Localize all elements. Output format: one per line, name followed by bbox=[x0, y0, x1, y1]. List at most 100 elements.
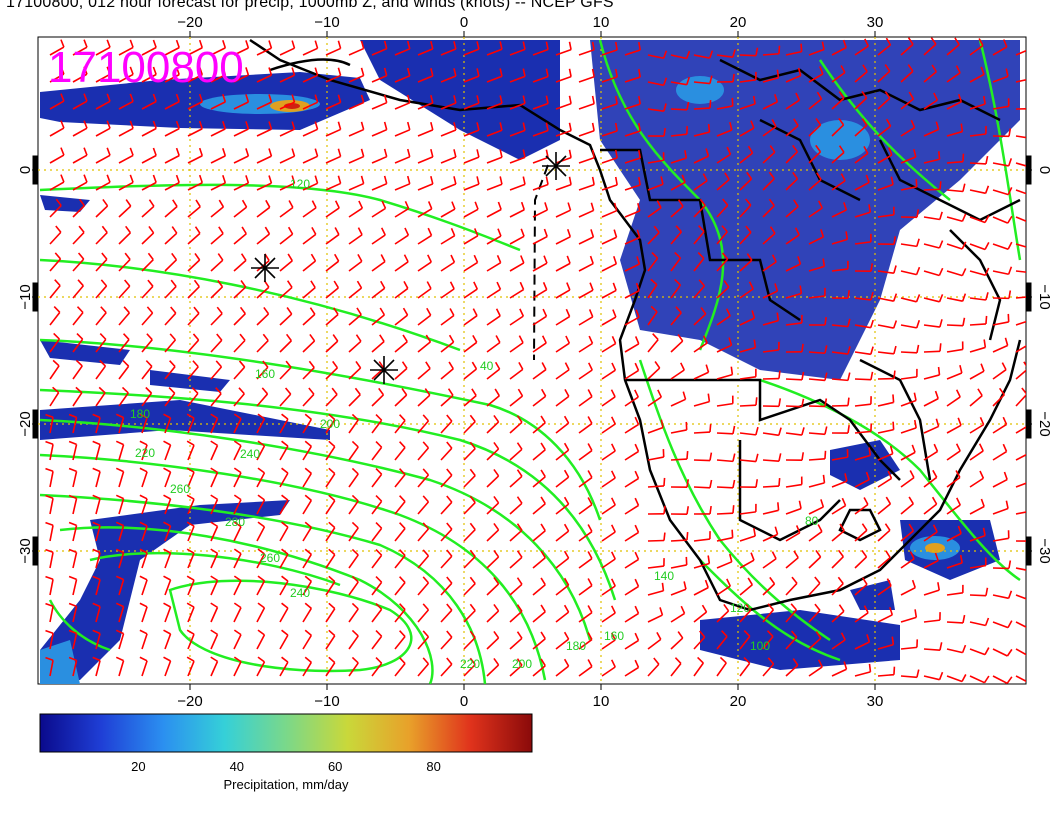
wind-barb bbox=[877, 293, 898, 302]
wind-barb bbox=[1015, 189, 1026, 195]
wind-barb bbox=[302, 94, 319, 110]
wind-barb bbox=[555, 335, 571, 353]
wind-barb bbox=[532, 202, 549, 218]
wind-barb bbox=[762, 45, 781, 56]
date-stamp: 17100800 bbox=[48, 43, 244, 92]
country-border bbox=[878, 139, 1021, 222]
contour-line bbox=[59, 526, 434, 684]
wind-barb bbox=[141, 66, 157, 83]
wind-barb bbox=[394, 40, 411, 56]
wind-barb bbox=[716, 366, 734, 380]
wind-barb bbox=[141, 306, 154, 326]
wind-barb bbox=[186, 656, 195, 677]
wind-barb bbox=[693, 99, 712, 110]
wind-barb bbox=[279, 40, 296, 56]
wind-barb bbox=[946, 443, 961, 461]
wind-barb bbox=[45, 575, 54, 596]
wind-barb bbox=[831, 231, 849, 245]
wind-barb bbox=[716, 395, 734, 407]
contour-label: 160 bbox=[255, 367, 275, 381]
wind-barb bbox=[187, 39, 204, 56]
wind-barb bbox=[946, 341, 964, 353]
wind-barb bbox=[139, 413, 148, 434]
wind-barb bbox=[716, 479, 736, 489]
wind-barb bbox=[348, 227, 363, 245]
wind-barb bbox=[923, 211, 943, 221]
contour-label: 100 bbox=[750, 639, 770, 653]
wind-barb bbox=[670, 581, 687, 596]
wind-barb bbox=[279, 307, 293, 326]
wind-barb bbox=[92, 602, 101, 623]
wind-barb bbox=[164, 66, 180, 83]
wind-barb bbox=[325, 148, 342, 164]
wind-barb bbox=[440, 549, 453, 569]
contour-label: 200 bbox=[512, 657, 532, 671]
wind-barb bbox=[647, 128, 666, 137]
wind-barb bbox=[45, 656, 54, 677]
wind-barb bbox=[601, 309, 617, 326]
wind-barb bbox=[670, 251, 682, 272]
wind-barb bbox=[256, 148, 273, 164]
wind-barb bbox=[394, 495, 406, 515]
wind-barb bbox=[946, 674, 967, 683]
wind-barb bbox=[716, 97, 734, 110]
wind-barb bbox=[417, 227, 433, 245]
wind-barb bbox=[440, 468, 453, 488]
wind-barb bbox=[601, 524, 616, 542]
wind-barb bbox=[486, 630, 500, 650]
wind-barb bbox=[118, 93, 134, 110]
wind-barb bbox=[486, 308, 501, 326]
wind-barb bbox=[486, 549, 500, 569]
wind-barb bbox=[187, 226, 201, 245]
wind-barb bbox=[854, 346, 874, 356]
wind-barb bbox=[693, 579, 709, 596]
wind-barb bbox=[578, 335, 594, 353]
wind-barb bbox=[601, 335, 617, 353]
wind-barb bbox=[532, 122, 549, 137]
wind-barb bbox=[440, 495, 453, 515]
wind-barb bbox=[923, 181, 942, 191]
wind-barb bbox=[440, 603, 453, 623]
wind-barb bbox=[486, 414, 500, 434]
wind-barb bbox=[302, 175, 319, 191]
wind-barb bbox=[463, 122, 480, 137]
y-tick-bar bbox=[1026, 409, 1032, 439]
wind-barb bbox=[509, 122, 526, 137]
contour-line bbox=[39, 493, 487, 684]
wind-barb bbox=[394, 630, 406, 650]
wind-barb bbox=[164, 387, 176, 407]
wind-barb bbox=[854, 174, 870, 191]
wind-barb bbox=[785, 144, 799, 164]
wind-barb bbox=[463, 441, 476, 461]
wind-barb bbox=[394, 67, 411, 83]
wind-barb bbox=[923, 240, 944, 249]
wind-barb bbox=[785, 603, 798, 623]
wind-barb bbox=[45, 548, 54, 569]
wind-barb bbox=[417, 603, 430, 623]
wind-barb bbox=[532, 658, 546, 677]
wind-barb bbox=[670, 556, 688, 569]
wind-barb bbox=[923, 582, 941, 596]
wind-barb bbox=[394, 254, 409, 272]
wind-barb bbox=[670, 101, 690, 111]
wind-barb bbox=[923, 64, 937, 83]
wind-barb bbox=[118, 120, 134, 137]
wind-barb bbox=[233, 175, 250, 191]
y-tick-bar bbox=[32, 536, 38, 566]
wind-barb bbox=[417, 657, 430, 677]
wind-barb bbox=[348, 148, 365, 164]
contour-line bbox=[39, 338, 602, 521]
wind-barb bbox=[302, 121, 319, 137]
wind-barb bbox=[762, 94, 779, 110]
wind-barb bbox=[164, 120, 180, 137]
wind-barb bbox=[900, 209, 920, 219]
wind-barb bbox=[647, 333, 659, 353]
wind-barb bbox=[693, 531, 711, 542]
wind-barb bbox=[256, 333, 269, 353]
wind-barb bbox=[969, 242, 990, 251]
wind-barb bbox=[1015, 135, 1026, 139]
wind-barb bbox=[325, 280, 340, 299]
wind-barb bbox=[647, 50, 668, 60]
wind-barb bbox=[210, 40, 227, 56]
y-tick-label-left: −20 bbox=[17, 411, 34, 436]
